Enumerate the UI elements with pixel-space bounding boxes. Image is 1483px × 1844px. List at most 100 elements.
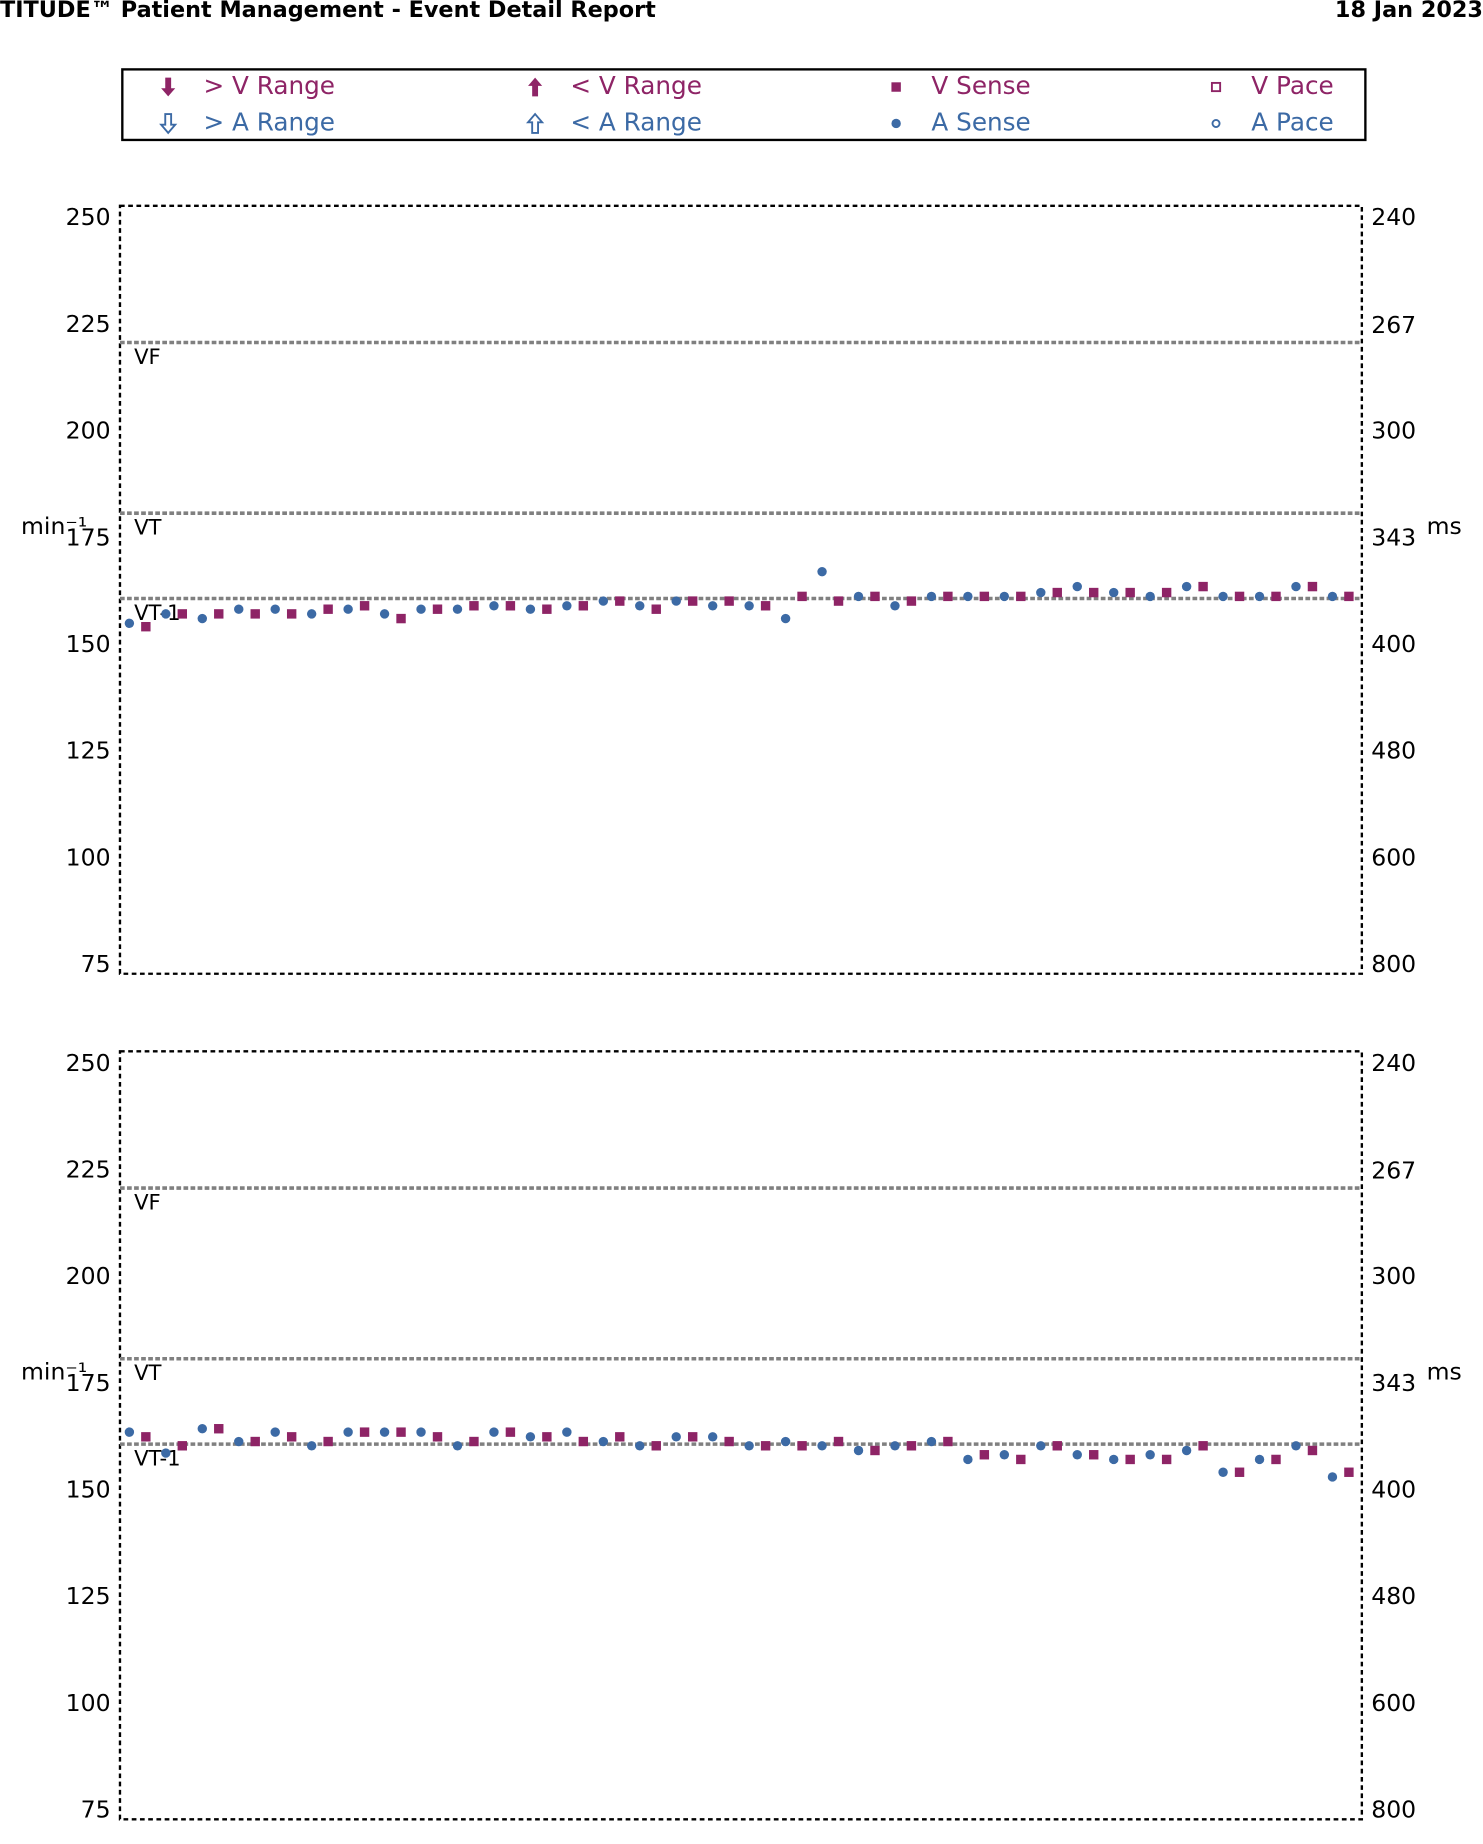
data-point xyxy=(1218,1467,1228,1477)
y2-tick-label: 480 xyxy=(1371,737,1416,765)
data-point xyxy=(505,601,516,611)
data-point xyxy=(999,1450,1010,1460)
data-point xyxy=(687,596,698,606)
data-point xyxy=(760,601,771,611)
plot-frame xyxy=(118,204,1364,975)
data-point xyxy=(963,591,973,602)
data-point xyxy=(1327,1472,1338,1482)
report-title: TITUDE™ Patient Management - Event Detai… xyxy=(0,0,656,23)
data-point xyxy=(979,1450,990,1460)
legend-marker xyxy=(526,112,545,134)
data-point xyxy=(635,601,645,611)
data-point xyxy=(780,613,791,624)
y-axis-label: min⁻¹ xyxy=(21,1358,87,1386)
data-point xyxy=(999,591,1010,602)
data-point xyxy=(379,1427,390,1437)
data-point xyxy=(1161,1454,1172,1465)
legend-label: < A Range xyxy=(570,107,702,136)
threshold-label: VT-1 xyxy=(134,1445,181,1470)
data-point xyxy=(817,1441,827,1451)
y2-tick-label: 800 xyxy=(1371,950,1416,978)
legend-box xyxy=(121,68,1367,142)
data-point xyxy=(432,1432,443,1442)
data-point xyxy=(1109,587,1119,598)
legend-marker xyxy=(1210,81,1222,93)
data-point xyxy=(979,591,990,602)
data-point xyxy=(177,609,188,619)
data-point xyxy=(890,1441,900,1451)
data-point xyxy=(943,1436,953,1447)
data-point xyxy=(323,604,333,614)
data-point xyxy=(525,1432,536,1442)
data-point xyxy=(396,1427,406,1437)
data-point xyxy=(234,604,244,614)
data-point xyxy=(306,609,317,619)
data-point xyxy=(1181,581,1192,592)
legend-marker xyxy=(528,77,543,97)
data-point xyxy=(598,1436,609,1447)
data-point xyxy=(323,1436,333,1447)
y-tick-label: 200 xyxy=(66,1262,111,1290)
y2-tick-label: 800 xyxy=(1371,1796,1416,1824)
y2-tick-label: 343 xyxy=(1371,524,1416,552)
y-tick-label: 175 xyxy=(66,523,111,551)
y2-tick-label: 300 xyxy=(1371,417,1416,445)
data-point xyxy=(1089,587,1099,598)
data-point xyxy=(1109,1454,1119,1465)
data-point xyxy=(197,1424,207,1434)
data-point xyxy=(359,601,370,611)
y-tick-label: 175 xyxy=(66,1369,111,1397)
y2-tick-label: 400 xyxy=(1371,1476,1416,1504)
data-point xyxy=(489,1427,499,1437)
data-point xyxy=(1291,581,1301,592)
data-point xyxy=(270,1427,280,1437)
data-point xyxy=(250,1436,260,1447)
data-point xyxy=(651,604,661,614)
data-point xyxy=(141,621,151,632)
data-point xyxy=(141,1432,151,1442)
data-point xyxy=(1036,1441,1046,1451)
y-tick-label: 250 xyxy=(66,1049,111,1077)
legend-label: < V Range xyxy=(570,71,702,100)
y2-tick-label: 600 xyxy=(1371,843,1416,871)
legend-marker xyxy=(161,77,176,97)
y2-tick-label: 400 xyxy=(1371,630,1416,658)
data-point xyxy=(234,1436,244,1447)
legend-marker xyxy=(159,113,178,135)
data-point xyxy=(525,604,536,614)
data-point xyxy=(906,596,917,606)
data-point xyxy=(197,613,207,624)
legend-label: > A Range xyxy=(203,107,335,136)
data-point xyxy=(1181,1445,1192,1456)
data-point xyxy=(1344,1467,1354,1477)
data-point xyxy=(469,601,479,611)
report-date: 18 Jan 2023 xyxy=(1335,0,1483,23)
data-point xyxy=(943,591,953,602)
data-point xyxy=(615,596,625,606)
data-point xyxy=(635,1441,645,1451)
data-point xyxy=(724,596,734,606)
data-point xyxy=(760,1441,771,1451)
data-point xyxy=(1036,587,1046,598)
y-tick-label: 150 xyxy=(66,630,111,658)
y2-tick-label: 267 xyxy=(1371,311,1416,339)
data-point xyxy=(1198,1441,1208,1451)
data-point xyxy=(890,601,900,611)
data-point xyxy=(671,596,681,606)
data-point xyxy=(1234,1467,1245,1477)
data-point xyxy=(452,604,463,614)
y2-tick-label: 240 xyxy=(1371,203,1416,231)
data-point xyxy=(562,1427,572,1437)
data-point xyxy=(780,1436,791,1447)
legend-label: V Pace xyxy=(1251,71,1333,100)
data-point xyxy=(1125,587,1135,598)
data-point xyxy=(250,609,260,619)
data-point xyxy=(833,1436,844,1447)
data-point xyxy=(1161,587,1172,598)
y-tick-label: 100 xyxy=(66,1689,111,1717)
data-point xyxy=(671,1432,681,1442)
data-point xyxy=(359,1427,370,1437)
data-point xyxy=(853,1445,864,1456)
data-point xyxy=(270,604,280,614)
data-point xyxy=(1291,1441,1301,1451)
